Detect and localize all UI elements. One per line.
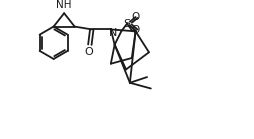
Text: O: O (131, 25, 139, 35)
Text: O: O (131, 12, 139, 22)
Text: O: O (84, 47, 93, 57)
Text: N: N (108, 28, 116, 38)
Text: S: S (123, 19, 130, 29)
Text: NH: NH (56, 0, 72, 10)
